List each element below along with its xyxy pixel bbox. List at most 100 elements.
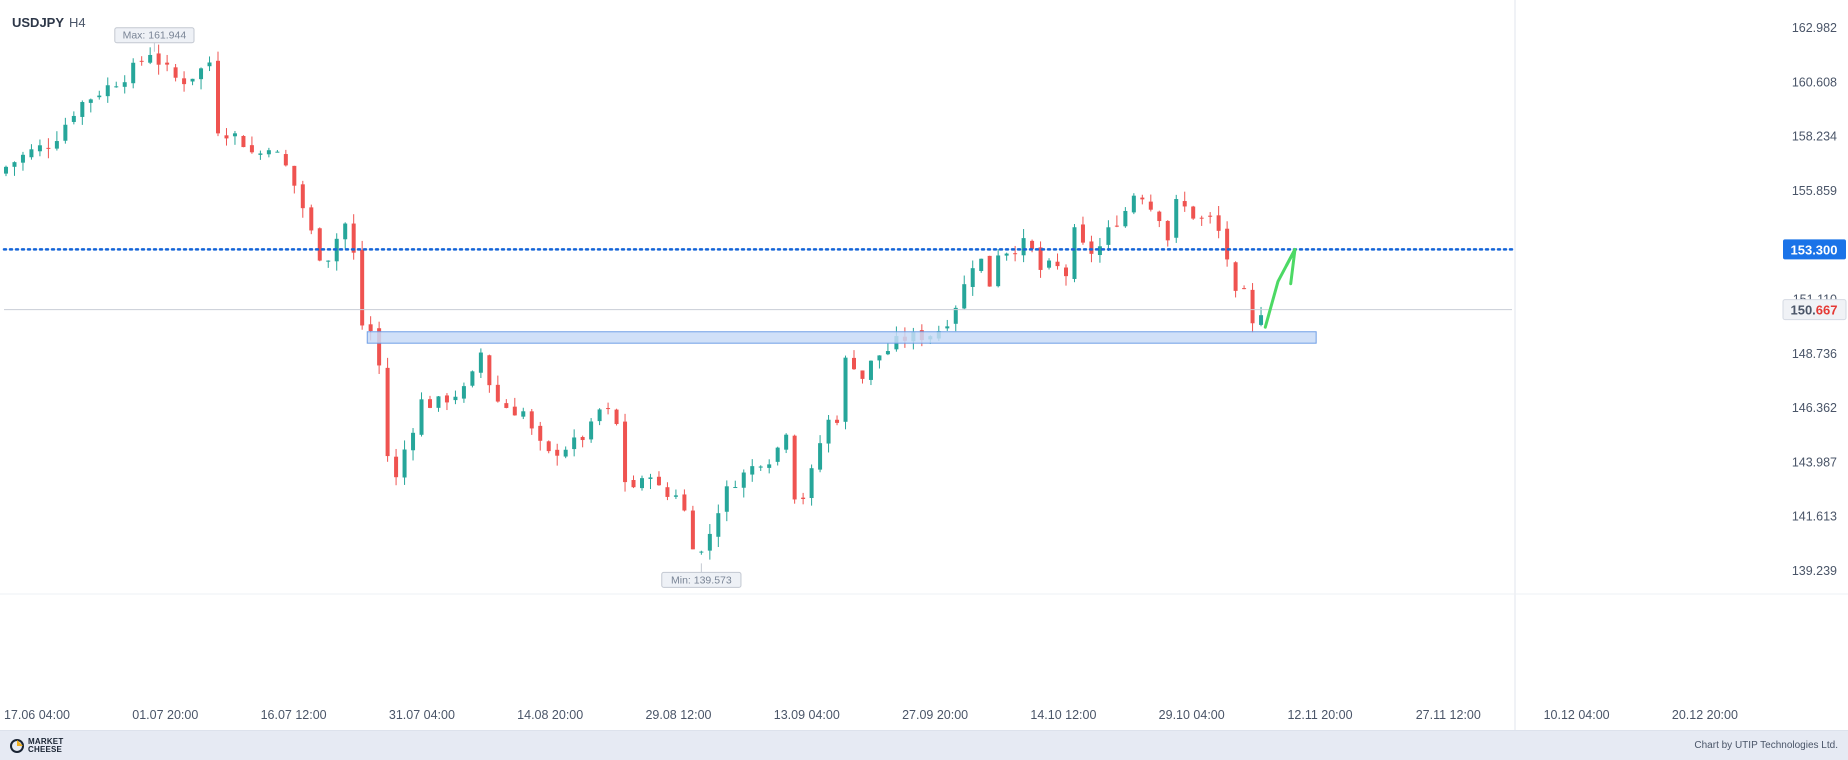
- candle-body: [860, 370, 865, 379]
- logo-text-line1: MARKET: [28, 737, 64, 746]
- candle-body: [529, 411, 534, 429]
- candle-body: [1191, 206, 1196, 219]
- y-tick-label: 139.239: [1792, 564, 1837, 578]
- candle-body: [377, 328, 382, 366]
- candle-body: [419, 399, 424, 435]
- y-tick-label: 162.982: [1792, 21, 1837, 35]
- candle-body: [801, 497, 806, 499]
- min-price-marker-box: [661, 571, 742, 588]
- candle-body: [63, 124, 68, 141]
- candle-body: [623, 421, 628, 483]
- candle-body: [640, 478, 644, 489]
- current-price-frac: 667: [1816, 303, 1838, 318]
- candle-body: [885, 351, 890, 355]
- candle-body: [835, 419, 840, 423]
- candle-body: [249, 145, 254, 153]
- candle-body: [648, 477, 653, 479]
- candle-body: [46, 147, 51, 149]
- candle-body: [1013, 253, 1018, 255]
- y-tick-label: 160.608: [1792, 75, 1837, 89]
- candle-body: [826, 419, 831, 444]
- current-price-badge-bg: [1782, 299, 1847, 321]
- candle-body: [1165, 220, 1170, 241]
- candle-body: [707, 533, 712, 551]
- candle-body: [563, 449, 568, 457]
- candle-body: [1123, 210, 1128, 227]
- candle-body: [741, 472, 746, 488]
- candle-body: [105, 85, 110, 97]
- candle-body: [317, 228, 322, 261]
- candle-body: [1225, 228, 1230, 260]
- logo-mark-icon: [10, 739, 24, 753]
- max-price-marker-box: [114, 27, 195, 44]
- candle-body: [750, 466, 755, 475]
- candle-body: [589, 421, 594, 440]
- current-price-badge: 150.667: [1782, 299, 1847, 321]
- chart-credit[interactable]: Chart by UTIP Technologies Ltd.: [1694, 740, 1838, 751]
- candle-body: [402, 449, 407, 478]
- candle-body: [1047, 260, 1052, 268]
- candle-body: [428, 399, 432, 408]
- timeframe-label[interactable]: H4: [69, 15, 86, 30]
- forecast-arrow-path: [1263, 247, 1297, 329]
- price-chart[interactable]: Max: 161.944 Min: 139.573 162.982 160.608 1…: [0, 0, 1848, 730]
- candle-body: [275, 151, 280, 153]
- candle-body: [555, 449, 560, 456]
- candle-body: [1021, 238, 1026, 256]
- candle-body: [4, 166, 8, 174]
- candle-body: [1080, 224, 1085, 243]
- candle-body: [775, 447, 780, 462]
- candle-body: [266, 150, 271, 155]
- current-price-badge-text: 150.667: [1790, 303, 1837, 318]
- candle-body: [385, 367, 390, 457]
- candle-body: [758, 466, 763, 468]
- candle-body: [173, 67, 178, 78]
- candle-body: [572, 437, 577, 450]
- market-cheese-logo[interactable]: MARKET CHEESE: [10, 738, 63, 754]
- x-tick-label: 27.09 20:00: [902, 708, 968, 722]
- candle-body: [673, 495, 678, 497]
- candle-body: [597, 409, 602, 422]
- candle-body: [716, 513, 721, 537]
- candle-body: [953, 307, 958, 324]
- candle-body: [546, 441, 551, 452]
- candle-body: [996, 255, 1001, 287]
- candle-body: [148, 54, 153, 63]
- candle-body: [1148, 201, 1153, 210]
- x-tick-label: 29.08 12:00: [645, 708, 711, 722]
- candle-body: [29, 149, 34, 158]
- candle-body: [1072, 227, 1077, 279]
- x-tick-label: 31.07 04:00: [389, 708, 455, 722]
- candle-body: [606, 408, 611, 410]
- candle-body: [37, 145, 42, 152]
- candle-body: [1259, 315, 1264, 325]
- y-tick-label: 158.234: [1792, 130, 1837, 144]
- candle-body: [88, 99, 93, 103]
- x-tick-label: 10.12 04:00: [1544, 708, 1610, 722]
- y-tick-label: 141.613: [1792, 510, 1837, 524]
- candle-body: [1055, 261, 1060, 267]
- support-zone: [366, 331, 1317, 344]
- candle-body: [843, 357, 848, 422]
- forecast-arrow-head: [1284, 247, 1297, 286]
- chart-axes: 162.982160.608158.234155.859151.110148.7…: [0, 0, 1848, 730]
- min-price-marker: Min: 139.573: [661, 563, 742, 588]
- candle-body: [199, 68, 204, 80]
- candle-body: [478, 352, 483, 373]
- x-tick-label: 14.08 20:00: [517, 708, 583, 722]
- candle-body: [309, 207, 314, 231]
- candlestick-series: [4, 44, 1264, 560]
- candle-body: [1106, 227, 1111, 245]
- candle-body: [241, 135, 246, 148]
- candle-body: [631, 480, 636, 488]
- candle-body: [614, 409, 619, 425]
- candle-body: [300, 184, 305, 209]
- candle-body: [232, 133, 237, 137]
- candle-body: [1250, 289, 1255, 324]
- candle-body: [292, 165, 297, 186]
- candle-body: [114, 86, 119, 88]
- candle-body: [224, 135, 229, 139]
- candle-body: [945, 326, 950, 329]
- candle-body: [470, 371, 475, 386]
- candle-body: [156, 53, 161, 65]
